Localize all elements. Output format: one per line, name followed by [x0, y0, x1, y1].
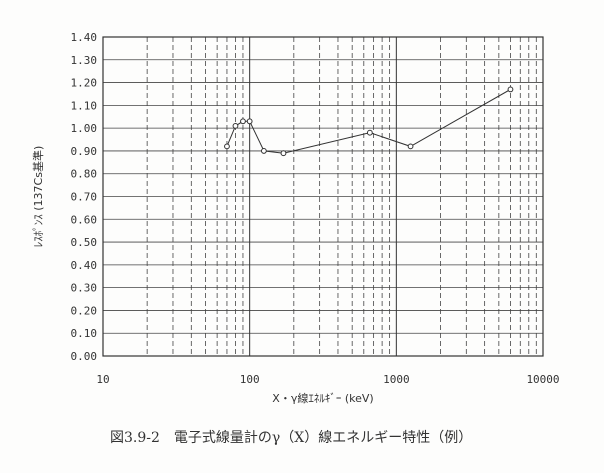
data-point: [280, 150, 287, 157]
y-tick-label: 1.10: [71, 99, 98, 112]
y-tick-label: 1.40: [71, 31, 98, 44]
data-point: [260, 148, 267, 154]
data-point: [246, 118, 253, 125]
figure-caption: 図3.9-2 電子式線量計のγ（X）線エネルギー特性（例）: [110, 430, 472, 446]
x-tick-label: 1000: [383, 373, 410, 386]
y-tick-label: 0.20: [71, 304, 98, 317]
y-tick-label: 0.40: [71, 259, 98, 272]
x-tick-label: 10: [96, 373, 109, 386]
x-axis-label: X・γ線ｴﾈﾙｷﾞｰ (keV): [272, 391, 373, 405]
y-axis-label: ﾚｽﾎﾟﾝｽ (137Cs基準): [31, 146, 45, 248]
y-tick-label: 1.20: [71, 77, 98, 90]
x-tick-labels: 10 100 1000 10000: [96, 373, 559, 386]
y-tick-label: 1.00: [71, 122, 98, 135]
y-tick-label: 0.90: [71, 145, 98, 158]
x-tick-label: 10000: [526, 373, 559, 386]
data-point: [407, 143, 414, 150]
data-point: [224, 143, 230, 150]
data-point: [240, 118, 246, 125]
y-tick-label: 0.80: [71, 168, 98, 181]
data-point: [366, 129, 373, 136]
series-line: [226, 88, 511, 154]
data-point: [507, 86, 514, 93]
grid: [103, 37, 543, 356]
y-tick-label: 0.70: [71, 191, 98, 204]
y-tick-label: 0.50: [71, 236, 98, 249]
y-tick-label: 0.60: [71, 213, 98, 226]
y-tick-label: 0.30: [71, 282, 98, 295]
x-tick-label: 100: [240, 373, 260, 386]
y-tick-labels: 0.00 0.10 0.20 0.30 0.40 0.50 0.60 0.70 0.80 0.90…: [71, 31, 98, 363]
y-tick-label: 0.00: [71, 350, 98, 363]
y-tick-label: 1.30: [71, 54, 98, 67]
data-points: [224, 86, 514, 157]
y-tick-label: 0.10: [71, 327, 98, 340]
plot-frame: [102, 36, 544, 357]
data-point: [232, 122, 239, 129]
